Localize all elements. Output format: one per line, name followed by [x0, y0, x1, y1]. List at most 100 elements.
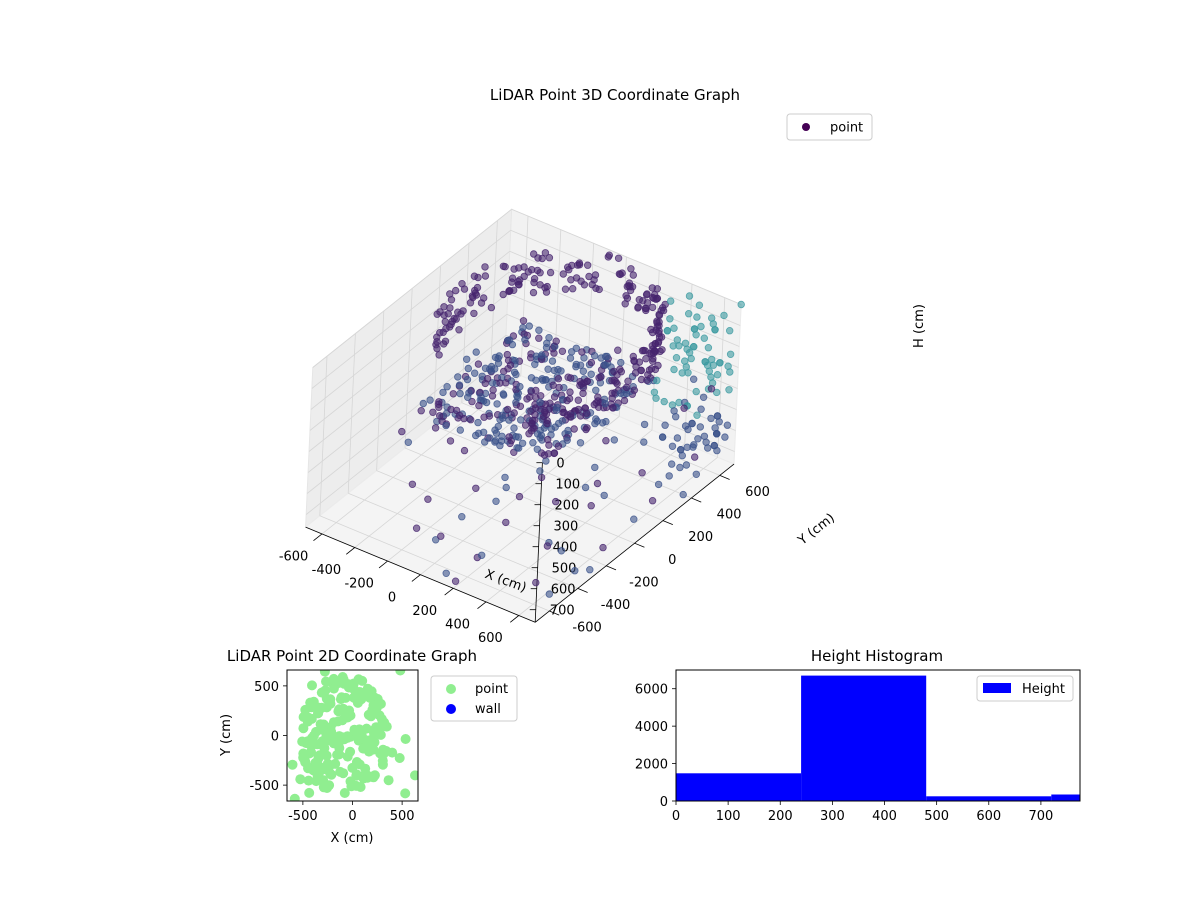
data-point-3d: [707, 373, 715, 381]
data-point-2d: [335, 766, 346, 777]
data-point-3d: [672, 354, 681, 362]
x-tick-label-hist: 700: [1028, 809, 1053, 824]
data-point-3d: [723, 421, 732, 429]
data-point-3d: [702, 438, 710, 446]
data-point-3d: [650, 388, 659, 396]
data-point-2d: [345, 746, 356, 757]
data-point-3d: [587, 502, 595, 510]
data-point-3d: [557, 547, 566, 555]
data-point-3d: [489, 386, 497, 394]
y-tick-label: 200: [688, 530, 713, 545]
data-point-2d: [295, 774, 306, 785]
data-point-3d: [499, 262, 508, 270]
data-point-3d: [519, 317, 528, 325]
data-point-3d: [666, 315, 674, 323]
data-point-3d: [475, 401, 483, 410]
data-point-3d: [663, 327, 672, 335]
data-point-3d: [668, 460, 676, 468]
data-point-3d: [660, 397, 668, 406]
data-point-3d: [442, 569, 450, 577]
data-point-3d: [637, 375, 646, 384]
data-point-3d: [576, 412, 585, 420]
data-point-3d: [504, 405, 512, 414]
data-point-3d: [493, 400, 501, 408]
data-point-3d: [515, 492, 524, 501]
data-point-3d: [590, 352, 599, 360]
y-tick-label-hist: 0: [660, 795, 668, 810]
data-point-3d: [643, 290, 651, 298]
y-tick-label: 400: [717, 508, 742, 523]
data-point-3d: [487, 303, 496, 312]
data-point-3d: [583, 409, 591, 417]
data-point-3d: [545, 334, 553, 342]
data-point-3d: [542, 343, 551, 352]
data-point-2d: [378, 748, 389, 759]
data-point-3d: [485, 412, 494, 420]
data-point-3d: [690, 343, 698, 351]
data-point-2d: [320, 764, 331, 775]
data-point-3d: [523, 395, 531, 403]
data-point-3d: [639, 297, 647, 305]
data-point-3d: [566, 388, 574, 396]
data-point-3d: [446, 437, 455, 445]
data-point-3d: [552, 406, 561, 415]
data-point-3d: [690, 375, 698, 383]
data-point-3d: [630, 386, 638, 394]
z-tick-label: 300: [554, 520, 579, 535]
data-point-3d: [713, 446, 721, 455]
data-point-3d: [595, 374, 603, 382]
data-point-3d: [510, 286, 518, 294]
data-point-3d: [653, 285, 661, 293]
data-point-3d: [692, 387, 700, 396]
data-point-3d: [533, 266, 542, 275]
grid-line: [520, 216, 529, 376]
data-point-3d: [550, 393, 559, 401]
data-point-2d: [355, 782, 366, 792]
data-point-3d: [685, 310, 693, 318]
data-point-3d: [510, 409, 518, 417]
x-tick: [346, 547, 356, 555]
data-point-3d: [440, 303, 448, 311]
data-point-3d: [429, 408, 437, 416]
data-point-3d: [524, 268, 532, 276]
data-point-3d: [542, 376, 550, 384]
grid-line: [586, 243, 594, 403]
data-point-3d: [473, 283, 482, 292]
data-point-3d: [558, 347, 567, 355]
grid-line: [489, 220, 498, 381]
data-point-3d: [477, 299, 486, 307]
grid-line: [404, 288, 413, 449]
data-point-3d: [543, 542, 552, 550]
data-point-3d: [614, 346, 622, 354]
data-point-2d: [334, 731, 345, 742]
data-point-3d: [449, 390, 457, 398]
data-point-2d: [325, 694, 336, 705]
x-tick-label-2d: -500: [288, 809, 318, 824]
data-point-3d: [552, 337, 560, 345]
chart-3d: LiDAR Point 3D Coordinate Graph -600-400…: [279, 86, 927, 646]
data-point-3d: [454, 308, 462, 316]
data-point-3d: [713, 412, 722, 420]
grid-line: [307, 313, 508, 473]
data-point-3d: [701, 358, 709, 366]
data-point-3d: [571, 567, 579, 575]
data-point-3d: [677, 446, 685, 454]
ticks-hist: 0 100 200 300 400 500 600 700 0 2000 4000 6000: [635, 683, 1053, 824]
data-point-3d: [600, 491, 608, 500]
data-point-3d: [542, 457, 550, 465]
z-tick-label: 400: [553, 541, 578, 556]
data-point-3d: [491, 426, 499, 434]
data-point-3d: [463, 355, 471, 363]
data-point-3d: [582, 425, 590, 434]
data-point-2d: [358, 773, 369, 784]
data-point-3d: [488, 379, 496, 387]
data-point-3d: [697, 322, 705, 331]
data-point-3d: [463, 375, 472, 384]
data-point-2d: [304, 787, 315, 798]
data-point-3d: [567, 410, 575, 418]
data-point-2d: [310, 701, 321, 712]
data-point-2d: [387, 747, 398, 758]
data-point-3d: [532, 386, 540, 395]
y-tick-label-2d: 0: [271, 730, 279, 745]
data-point-2d: [340, 692, 351, 703]
